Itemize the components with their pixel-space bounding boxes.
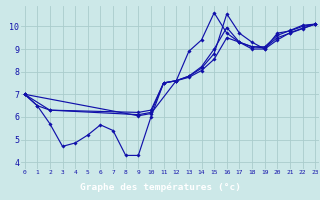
Text: Graphe des températures (°c): Graphe des températures (°c): [79, 182, 241, 192]
